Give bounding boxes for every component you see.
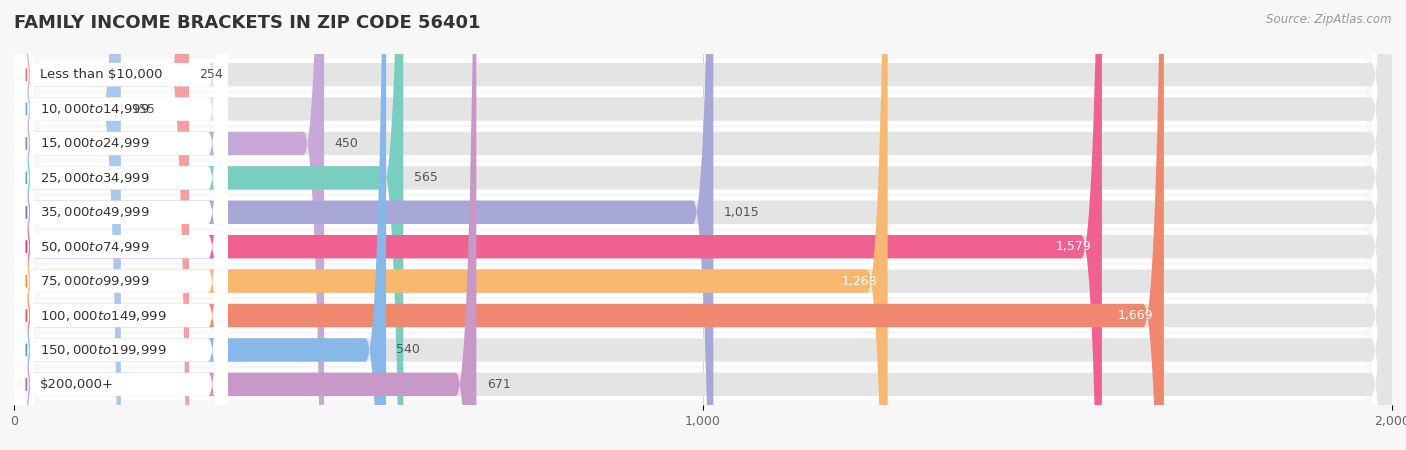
FancyBboxPatch shape <box>14 0 1392 450</box>
Text: $150,000 to $199,999: $150,000 to $199,999 <box>41 343 167 357</box>
FancyBboxPatch shape <box>14 0 713 450</box>
FancyBboxPatch shape <box>14 0 1392 450</box>
FancyBboxPatch shape <box>14 0 1392 450</box>
FancyBboxPatch shape <box>14 0 228 450</box>
Text: 450: 450 <box>335 137 359 150</box>
FancyBboxPatch shape <box>14 0 1392 450</box>
Text: 540: 540 <box>396 343 420 356</box>
Text: 1,579: 1,579 <box>1056 240 1091 253</box>
FancyBboxPatch shape <box>14 0 325 450</box>
Text: $10,000 to $14,999: $10,000 to $14,999 <box>41 102 150 116</box>
FancyBboxPatch shape <box>14 0 228 450</box>
FancyBboxPatch shape <box>14 0 228 450</box>
FancyBboxPatch shape <box>14 0 1392 450</box>
Text: 155: 155 <box>131 103 155 116</box>
Text: $35,000 to $49,999: $35,000 to $49,999 <box>41 205 150 219</box>
FancyBboxPatch shape <box>14 0 1102 450</box>
FancyBboxPatch shape <box>14 0 1392 450</box>
Text: Less than $10,000: Less than $10,000 <box>41 68 163 81</box>
FancyBboxPatch shape <box>14 0 1392 450</box>
FancyBboxPatch shape <box>14 0 477 450</box>
Text: 565: 565 <box>413 171 437 184</box>
FancyBboxPatch shape <box>14 0 387 450</box>
Text: $100,000 to $149,999: $100,000 to $149,999 <box>41 309 167 323</box>
FancyBboxPatch shape <box>14 0 1392 450</box>
FancyBboxPatch shape <box>14 0 228 450</box>
FancyBboxPatch shape <box>14 0 228 450</box>
FancyBboxPatch shape <box>14 0 1392 450</box>
FancyBboxPatch shape <box>14 0 228 450</box>
Text: FAMILY INCOME BRACKETS IN ZIP CODE 56401: FAMILY INCOME BRACKETS IN ZIP CODE 56401 <box>14 14 481 32</box>
FancyBboxPatch shape <box>14 0 1392 450</box>
Text: Source: ZipAtlas.com: Source: ZipAtlas.com <box>1267 14 1392 27</box>
FancyBboxPatch shape <box>14 0 1392 450</box>
FancyBboxPatch shape <box>14 0 1392 450</box>
FancyBboxPatch shape <box>14 0 1392 450</box>
FancyBboxPatch shape <box>14 0 1164 450</box>
Text: $50,000 to $74,999: $50,000 to $74,999 <box>41 240 150 254</box>
Text: 1,669: 1,669 <box>1118 309 1153 322</box>
FancyBboxPatch shape <box>14 0 228 450</box>
FancyBboxPatch shape <box>14 0 188 450</box>
Text: 1,015: 1,015 <box>724 206 759 219</box>
FancyBboxPatch shape <box>14 0 1392 450</box>
Text: $15,000 to $24,999: $15,000 to $24,999 <box>41 136 150 150</box>
FancyBboxPatch shape <box>14 0 1392 450</box>
Text: 254: 254 <box>200 68 224 81</box>
FancyBboxPatch shape <box>14 0 228 450</box>
FancyBboxPatch shape <box>14 0 1392 450</box>
Text: $25,000 to $34,999: $25,000 to $34,999 <box>41 171 150 185</box>
FancyBboxPatch shape <box>14 0 228 450</box>
FancyBboxPatch shape <box>14 0 1392 450</box>
FancyBboxPatch shape <box>14 0 1392 450</box>
Text: 1,268: 1,268 <box>842 274 877 288</box>
Text: $75,000 to $99,999: $75,000 to $99,999 <box>41 274 150 288</box>
FancyBboxPatch shape <box>14 0 887 450</box>
Text: $200,000+: $200,000+ <box>41 378 114 391</box>
Text: 671: 671 <box>486 378 510 391</box>
FancyBboxPatch shape <box>14 0 1392 450</box>
FancyBboxPatch shape <box>14 0 1392 450</box>
FancyBboxPatch shape <box>14 0 228 450</box>
FancyBboxPatch shape <box>14 0 121 450</box>
FancyBboxPatch shape <box>14 0 404 450</box>
